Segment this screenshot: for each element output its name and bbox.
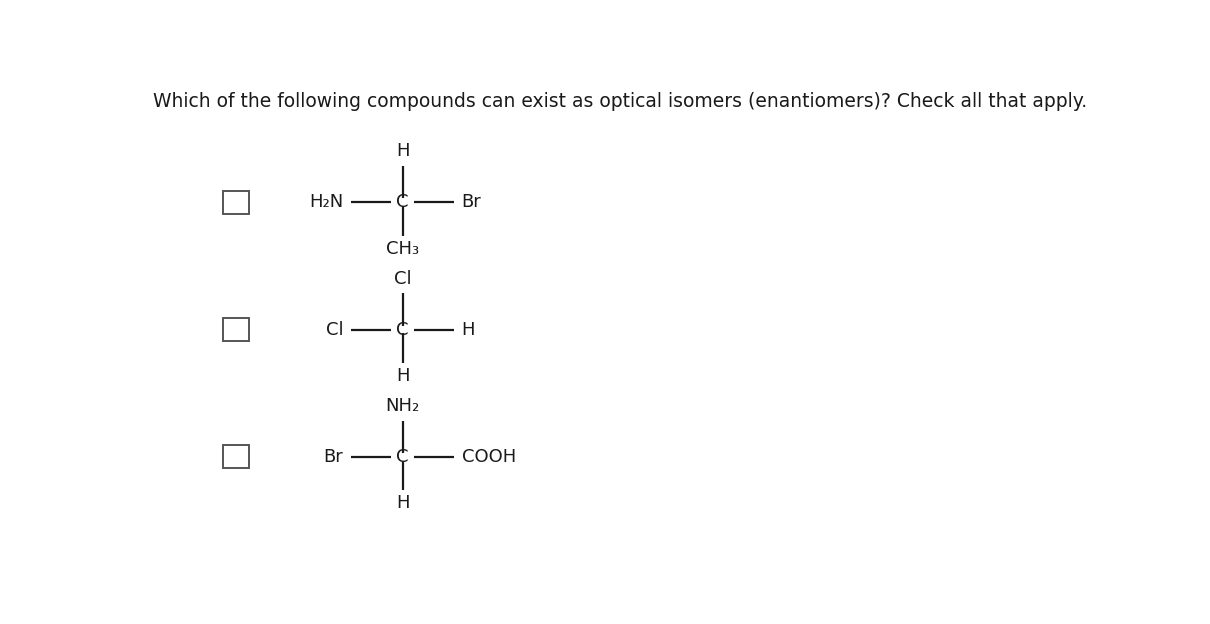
Bar bbox=[223, 318, 249, 341]
Text: Br: Br bbox=[462, 193, 482, 211]
Text: COOH: COOH bbox=[462, 448, 515, 466]
Text: CH₃: CH₃ bbox=[386, 240, 419, 258]
Bar bbox=[223, 191, 249, 214]
Text: Cl: Cl bbox=[325, 321, 344, 339]
Text: Br: Br bbox=[324, 448, 344, 466]
Text: C: C bbox=[397, 321, 409, 339]
Text: C: C bbox=[397, 448, 409, 466]
Text: C: C bbox=[397, 193, 409, 211]
Text: H₂N: H₂N bbox=[310, 193, 344, 211]
Text: H: H bbox=[462, 321, 476, 339]
Text: H: H bbox=[396, 142, 409, 160]
Text: NH₂: NH₂ bbox=[386, 397, 420, 415]
Text: H: H bbox=[396, 494, 409, 512]
Text: H: H bbox=[396, 367, 409, 385]
Bar bbox=[223, 446, 249, 469]
Text: Which of the following compounds can exist as optical isomers (enantiomers)? Che: Which of the following compounds can exi… bbox=[152, 92, 1088, 110]
Text: Cl: Cl bbox=[393, 270, 411, 288]
